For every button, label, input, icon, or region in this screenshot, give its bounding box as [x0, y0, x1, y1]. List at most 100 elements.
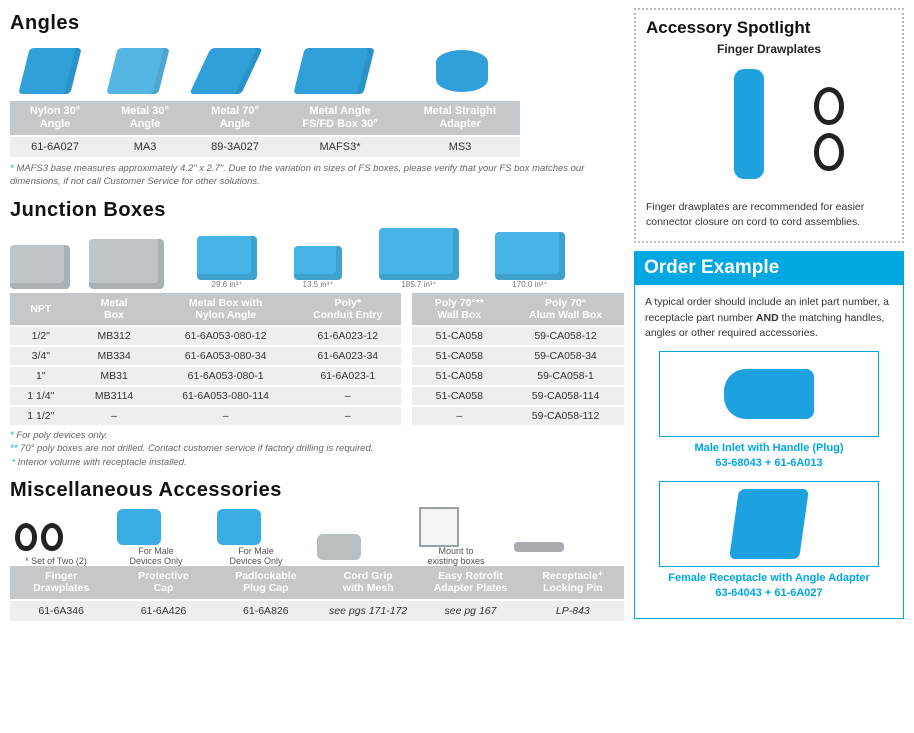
box-icon	[10, 245, 70, 289]
table-row: 1"MB3161-6A053-080-161-6A023-151-CA05859…	[10, 367, 624, 385]
misc-title: Miscellaneous Accessories	[10, 479, 624, 502]
table-header-row: NPT Metal Box Metal Box with Nylon Angle…	[10, 293, 624, 325]
caption: * Set of Two (2)	[10, 556, 102, 566]
angle-part: MAFS3*	[280, 137, 400, 157]
jb-notes: * For poly devices only. ** 70° poly box…	[10, 429, 624, 469]
connector-icon	[734, 69, 764, 179]
angles-images	[10, 41, 624, 101]
col-header: Metal Box	[72, 293, 157, 325]
col-header: Padlockable Plug Cap	[215, 566, 317, 599]
part-number: 61-6A346	[10, 601, 112, 621]
angle-icon	[293, 48, 374, 94]
box-icon	[379, 228, 459, 280]
order-title: Order Example	[634, 251, 904, 285]
angle-item	[10, 41, 90, 101]
box-icon	[294, 246, 342, 280]
jb-images: 29.6 in³⁺ 13.5 in³⁺ 185.7 in³⁺ 170.0 in³…	[10, 228, 624, 289]
angles-part-row: 61-6A027 MA3 89-3A027 MAFS3* MS3	[10, 137, 624, 157]
angles-title: Angles	[10, 12, 624, 35]
col-header: Cord Grip with Mesh	[317, 566, 419, 599]
angles-footnote: * MAFS3 base measures approximately 4.2"…	[10, 163, 624, 189]
part-ref: see pgs 171-172	[317, 601, 419, 621]
spotlight-subtitle: Finger Drawplates	[646, 42, 892, 56]
plug-icon	[724, 369, 814, 419]
receptacle-icon	[729, 489, 809, 559]
part-number: 61-6A826	[215, 601, 317, 621]
col-header: NPT	[10, 293, 72, 325]
table-row: 1/2"MB31261-6A053-080-1261-6A023-1251-CA…	[10, 327, 624, 345]
pin-icon	[514, 542, 564, 552]
order-example: Order Example A typical order should inc…	[634, 251, 904, 619]
page: Angles Nylon 30° Angle Metal 30° Angle M…	[0, 0, 914, 629]
order-bold: AND	[756, 312, 779, 324]
volume-label: 185.7 in³⁺	[401, 280, 436, 289]
col-header: Easy Retrofit Adapter Plates	[419, 566, 521, 599]
col-header: Metal Box with Nylon Angle	[157, 293, 295, 325]
plate-icon	[419, 507, 459, 547]
order-example-2-label: Female Receptacle with Angle Adapter 63-…	[645, 571, 893, 601]
angles-header-row: Nylon 30° Angle Metal 30° Angle Metal 70…	[10, 101, 624, 135]
col-header: Poly* Conduit Entry	[295, 293, 401, 325]
angle-icon	[106, 48, 169, 94]
angle-name: Metal Straight Adapter	[400, 101, 520, 135]
order-example-2	[659, 481, 879, 567]
col-header: Poly 70° Alum Wall Box	[507, 293, 624, 325]
sidebar: Accessory Spotlight Finger Drawplates Fi…	[634, 8, 904, 621]
angle-item	[186, 41, 266, 101]
order-example-1-label: Male Inlet with Handle (Plug) 63-68043 +…	[645, 441, 893, 471]
angle-part: 89-3A027	[190, 137, 280, 157]
box-icon	[197, 236, 257, 280]
misc-value-row: 61-6A346 61-6A426 61-6A826 see pgs 171-1…	[10, 601, 624, 621]
angle-icon	[18, 48, 81, 94]
part-number: 61-6A426	[112, 601, 214, 621]
table-row: 1 1/4"MB311461-6A053-080-114–51-CA05859-…	[10, 387, 624, 405]
cap-icon	[117, 509, 161, 545]
drawplate-icon	[814, 133, 844, 171]
angle-part: MS3	[400, 137, 520, 157]
angle-item	[98, 41, 178, 101]
spotlight-title: Accessory Spotlight	[646, 18, 892, 38]
jb-title: Junction Boxes	[10, 199, 624, 222]
volume-label: 13.5 in³⁺	[303, 280, 334, 289]
col-header: Protective Cap	[112, 566, 214, 599]
drawplate-icon	[814, 87, 844, 125]
spotlight-image	[646, 64, 892, 194]
misc-header-row: Finger Drawplates Protective Cap Padlock…	[10, 566, 624, 599]
col-header: Receptacle⁺ Locking Pin	[522, 566, 624, 599]
adapter-icon	[436, 50, 488, 92]
angle-part: MA3	[100, 137, 190, 157]
box-icon	[495, 232, 565, 280]
order-body: A typical order should include an inlet …	[634, 285, 904, 619]
table-row: 3/4"MB33461-6A053-080-3461-6A023-3451-CA…	[10, 347, 624, 365]
angle-item	[274, 41, 394, 101]
order-example-1	[659, 351, 879, 437]
col-header: Poly 70°** Wall Box	[412, 293, 508, 325]
footnote-text: MAFS3 base measures approximately 4.2" x…	[10, 163, 584, 187]
angle-item	[402, 41, 522, 101]
accessory-spotlight: Accessory Spotlight Finger Drawplates Fi…	[634, 8, 904, 243]
angle-part: 61-6A027	[10, 137, 100, 157]
box-icon	[89, 239, 164, 289]
angle-name: Metal 70° Angle	[190, 101, 280, 135]
main-column: Angles Nylon 30° Angle Metal 30° Angle M…	[10, 8, 624, 621]
col-gap	[401, 293, 412, 325]
volume-label: 170.0 in³⁺	[512, 280, 547, 289]
misc-images: * Set of Two (2) For Male Devices Only F…	[10, 508, 624, 566]
angle-icon	[189, 48, 262, 94]
table-row: 1 1/2"––––59-CA058-112	[10, 407, 624, 425]
caption: Mount to existing boxes	[410, 546, 502, 566]
angle-name: Metal Angle FS/FD Box 30°	[280, 101, 400, 135]
col-header: Finger Drawplates	[10, 566, 112, 599]
angle-name: Nylon 30° Angle	[10, 101, 100, 135]
cap-icon	[217, 509, 261, 545]
part-ref: see pg 167	[419, 601, 521, 621]
jb-table: NPT Metal Box Metal Box with Nylon Angle…	[10, 293, 624, 425]
angle-name: Metal 30° Angle	[100, 101, 190, 135]
drawplate-icon	[10, 518, 68, 556]
cordgrip-icon	[317, 534, 361, 560]
caption: For Male Devices Only	[210, 546, 302, 566]
volume-label: 29.6 in³⁺	[212, 280, 243, 289]
part-number: LP-843	[522, 601, 624, 621]
caption: For Male Devices Only	[110, 546, 202, 566]
spotlight-text: Finger drawplates are recommended for ea…	[646, 200, 892, 229]
